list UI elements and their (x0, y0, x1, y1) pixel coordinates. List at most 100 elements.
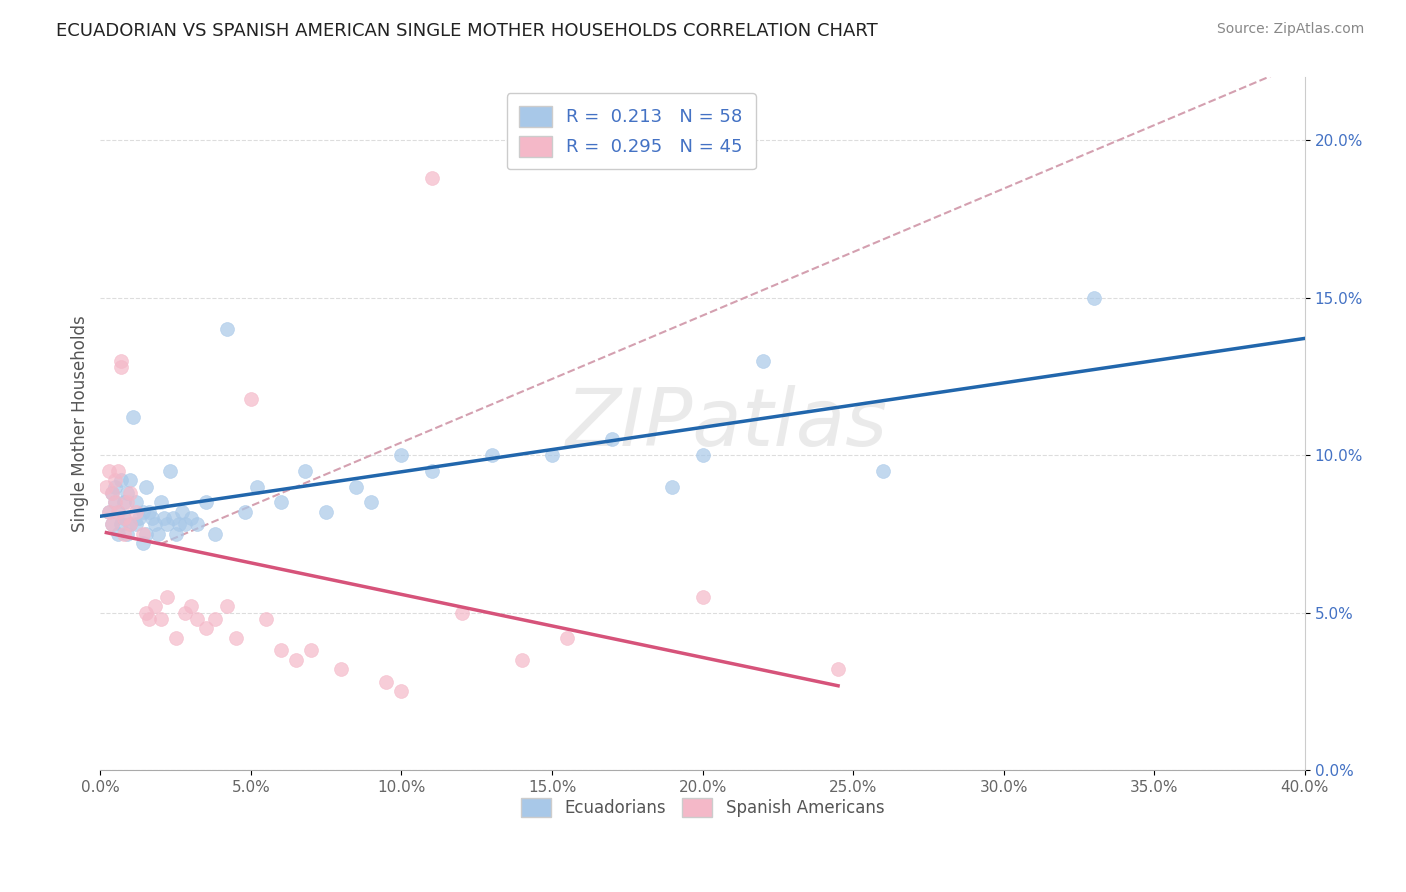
Point (270, 495, 292, 509)
Point (299, 643, 322, 657)
Point (239, 392, 262, 406)
Point (125, 517, 148, 532)
Point (173, 606, 195, 620)
Point (104, 474, 127, 488)
Point (101, 486, 124, 500)
Point (101, 517, 124, 532)
Point (131, 527, 153, 541)
Point (225, 631, 247, 645)
Point (170, 505, 193, 519)
Point (270, 643, 292, 657)
Point (344, 480, 367, 494)
Point (165, 631, 187, 645)
Point (110, 353, 132, 368)
Point (510, 653, 533, 667)
Point (143, 517, 166, 532)
Point (555, 631, 578, 645)
Point (541, 448, 564, 462)
Point (120, 517, 142, 532)
Point (138, 612, 160, 626)
Point (110, 517, 132, 532)
Point (104, 495, 127, 509)
Point (165, 527, 187, 541)
Point (146, 527, 169, 541)
Point (420, 464, 443, 478)
Point (450, 606, 472, 620)
Point (134, 480, 156, 494)
Point (114, 495, 136, 509)
Point (391, 684, 413, 698)
Point (114, 511, 136, 525)
Point (752, 353, 775, 368)
Point (107, 464, 129, 478)
Point (131, 505, 153, 519)
Text: ECUADORIAN VS SPANISH AMERICAN SINGLE MOTHER HOUSEHOLDS CORRELATION CHART: ECUADORIAN VS SPANISH AMERICAN SINGLE MO… (56, 22, 877, 40)
Point (98, 505, 121, 519)
Point (152, 511, 174, 525)
Point (125, 495, 148, 509)
Point (149, 612, 172, 626)
Point (101, 486, 124, 500)
Point (294, 464, 316, 478)
Point (134, 527, 156, 541)
Point (120, 517, 142, 532)
Point (131, 536, 153, 550)
Point (204, 527, 226, 541)
Point (180, 511, 202, 525)
Point (661, 480, 683, 494)
Point (872, 464, 894, 478)
Point (96, 480, 118, 494)
Point (125, 505, 148, 519)
Point (107, 505, 129, 519)
Point (120, 474, 142, 488)
Point (104, 480, 127, 494)
Legend: Ecuadorians, Spanish Americans: Ecuadorians, Spanish Americans (515, 791, 891, 824)
Point (173, 517, 195, 532)
Text: ZIPatlas: ZIPatlas (565, 384, 887, 463)
Point (114, 527, 136, 541)
Point (110, 359, 132, 374)
Point (194, 621, 217, 635)
Point (254, 612, 277, 626)
Point (246, 480, 269, 494)
Point (155, 590, 177, 604)
Point (107, 527, 129, 541)
Point (143, 599, 166, 614)
Point (186, 517, 208, 532)
Point (159, 464, 181, 478)
Point (330, 662, 353, 676)
Point (481, 448, 503, 462)
Point (155, 517, 177, 532)
Point (167, 517, 190, 532)
Point (194, 495, 217, 509)
Point (117, 486, 139, 500)
Point (107, 505, 129, 519)
Point (114, 511, 136, 525)
Point (180, 599, 202, 614)
Point (141, 511, 163, 525)
Point (285, 653, 308, 667)
Point (149, 495, 172, 509)
Point (120, 486, 142, 500)
Point (692, 448, 714, 462)
Point (101, 517, 124, 532)
Point (134, 606, 156, 620)
Point (122, 410, 145, 425)
Point (117, 527, 139, 541)
Point (128, 511, 150, 525)
Point (138, 505, 160, 519)
Point (600, 433, 623, 447)
Text: Source: ZipAtlas.com: Source: ZipAtlas.com (1216, 22, 1364, 37)
Point (215, 599, 238, 614)
Point (233, 505, 256, 519)
Point (186, 612, 208, 626)
Point (98, 505, 121, 519)
Y-axis label: Single Mother Households: Single Mother Households (72, 316, 89, 533)
Point (1083, 291, 1105, 305)
Point (315, 505, 337, 519)
Point (360, 495, 382, 509)
Point (692, 590, 714, 604)
Point (215, 322, 238, 336)
Point (827, 662, 849, 676)
Point (110, 474, 132, 488)
